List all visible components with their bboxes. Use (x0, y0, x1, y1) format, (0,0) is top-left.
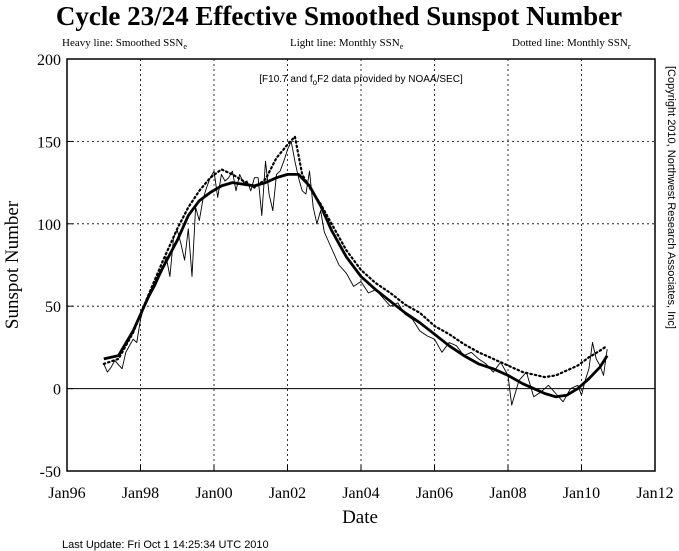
x-tick-label-Jan10: Jan10 (563, 485, 600, 502)
x-tick-label-Jan98: Jan98 (122, 485, 159, 502)
legend-light-subscript: e (400, 42, 404, 51)
x-tick-label-Jan06: Jan06 (416, 485, 453, 502)
legend-dotted: Dotted line: Monthly SSNr (512, 37, 631, 51)
x-tick-label-Jan96: Jan96 (48, 485, 85, 502)
x-tick-label-Jan04: Jan04 (342, 485, 379, 502)
last-update-footer: Last Update: Fri Oct 1 14:25:34 UTC 2010 (62, 539, 269, 551)
y-tick-label-50: 50 (45, 299, 61, 316)
x-axis-label: Date (342, 507, 378, 528)
x-tick-label-Jan00: Jan00 (195, 485, 232, 502)
y-tick-label-200: 200 (37, 52, 61, 69)
legend-dotted-subscript: r (628, 42, 631, 51)
series-group (102, 134, 609, 406)
legend-light-text: Light line: Monthly SSN (290, 37, 400, 49)
series-line-smoothed (103, 173, 609, 399)
grid (67, 59, 655, 471)
legend-dotted-text: Dotted line: Monthly SSN (512, 37, 628, 49)
x-tick-label-Jan08: Jan08 (489, 485, 526, 502)
copyright-text: [Copyright 2010, Northwest Research Asso… (665, 66, 677, 329)
legend-heavy: Heavy line: Smoothed SSNe (62, 37, 187, 51)
y-tick-label-150: 150 (37, 134, 61, 151)
legend-heavy-text: Heavy line: Smoothed SSN (62, 37, 183, 49)
x-tick-labels: Jan96 Jan98 Jan00 Jan02 Jan04 Jan06 Jan08 Jan10… (48, 465, 674, 502)
x-tick-label-Jan02: Jan02 (269, 485, 306, 502)
y-tick-label-100: 100 (37, 217, 61, 234)
chart-title: Cycle 23/24 Effective Smoothed Sunspot N… (56, 1, 622, 31)
data-source-annotation: [F10.7 and foF2 data provided by NOAA/SE… (259, 74, 463, 87)
series-line-dotted (102, 134, 609, 379)
legend-light: Light line: Monthly SSNe (290, 37, 404, 51)
y-tick-label--50: -50 (40, 464, 61, 481)
series-line-monthly (103, 140, 608, 406)
legend-heavy-subscript: e (183, 42, 187, 51)
annotation-suffix: F2 data provided by NOAA/SEC] (317, 74, 463, 85)
y-tick-label-0: 0 (53, 382, 61, 399)
y-tick-labels: -50 0 50 100 150 200 (37, 52, 73, 481)
annotation-subscript: o (313, 78, 318, 87)
x-tick-label-Jan12: Jan12 (636, 485, 673, 502)
y-axis-label: Sunspot Number (2, 200, 23, 329)
annotation-prefix: [F10.7 and f (259, 74, 313, 85)
